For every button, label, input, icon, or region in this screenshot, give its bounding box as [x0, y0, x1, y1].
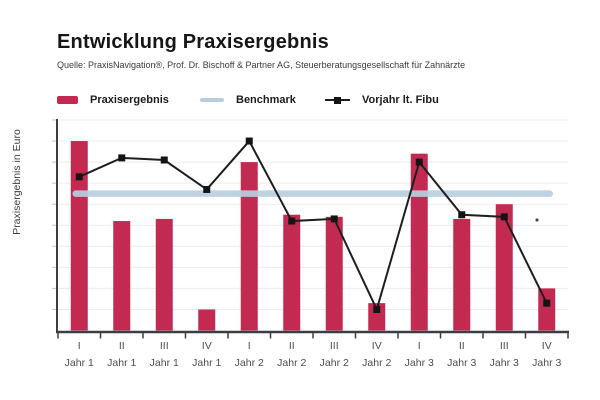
chart-title: Entwicklung Praxisergebnis — [57, 31, 329, 53]
vorjahr-marker — [458, 211, 466, 219]
bar — [283, 214, 301, 331]
x-label-year: Jahr 1 — [150, 357, 179, 369]
x-label-year: Jahr 3 — [532, 357, 561, 369]
legend-item-benchmark: Benchmark — [200, 92, 296, 108]
x-label-year: Jahr 2 — [362, 357, 391, 369]
legend-label-vorjahr: Vorjahr lt. Fibu — [362, 94, 439, 106]
vorjahr-marker — [543, 299, 551, 307]
legend-item-praxisergebnis: Praxisergebnis — [57, 92, 169, 108]
vorjahr-marker — [373, 305, 381, 313]
y-axis-title: Praxisergebnis in Euro — [11, 129, 23, 235]
x-label-quarter: IV — [542, 340, 552, 352]
vorjahr-marker — [118, 154, 126, 162]
vorjahr-marker — [75, 173, 83, 181]
vorjahr-marker — [203, 185, 211, 193]
vorjahr-marker — [245, 137, 253, 145]
x-label-quarter: III — [330, 340, 339, 352]
bar — [368, 303, 386, 331]
x-label-quarter: II — [119, 340, 125, 352]
x-label-quarter: III — [500, 340, 509, 352]
x-label-year: Jahr 1 — [107, 357, 136, 369]
x-label-quarter: IV — [372, 340, 382, 352]
x-label-quarter: IV — [202, 340, 212, 352]
x-label-quarter: III — [160, 340, 169, 352]
y-gridlines — [52, 119, 568, 310]
bar — [198, 309, 216, 331]
x-label-quarter: I — [78, 340, 81, 352]
bar — [453, 218, 471, 331]
x-label-year: Jahr 2 — [320, 357, 349, 369]
bar — [155, 218, 173, 331]
vorjahr-marker — [288, 217, 296, 225]
x-ticks — [57, 333, 569, 339]
legend-item-vorjahr: Vorjahr lt. Fibu — [325, 92, 439, 108]
x-label-year: Jahr 1 — [65, 357, 94, 369]
bar — [240, 162, 258, 331]
x-label-year: Jahr 3 — [447, 357, 476, 369]
vorjahr-marker — [500, 213, 508, 221]
artifact-dot — [535, 218, 539, 222]
benchmark-line-swatch-icon — [200, 98, 224, 102]
vorjahr-markers — [75, 137, 551, 313]
vorjahr-marker — [160, 156, 168, 164]
bar — [495, 204, 513, 331]
bar — [325, 216, 343, 331]
source-line: Quelle: PraxisNavigation®, Prof. Dr. Bis… — [57, 60, 466, 70]
x-label-year: Jahr 1 — [192, 357, 221, 369]
bars-group — [70, 141, 556, 331]
x-label-quarter: I — [418, 340, 421, 352]
x-label-quarter: II — [459, 340, 465, 352]
bar — [538, 288, 556, 331]
bar — [113, 221, 131, 331]
legend-label-praxisergebnis: Praxisergebnis — [90, 94, 169, 106]
bar — [410, 153, 428, 331]
x-label-year: Jahr 3 — [490, 357, 519, 369]
legend-label-benchmark: Benchmark — [236, 94, 296, 106]
x-label-year: Jahr 2 — [277, 357, 306, 369]
x-label-quarter: I — [248, 340, 251, 352]
bar-swatch-icon — [57, 96, 78, 104]
x-label-year: Jahr 2 — [235, 357, 264, 369]
vorjahr-marker — [415, 158, 423, 166]
chart-legend: Praxisergebnis Benchmark Vorjahr lt. Fib… — [0, 92, 600, 108]
x-label-quarter: II — [289, 340, 295, 352]
x-label-year: Jahr 3 — [405, 357, 434, 369]
bar — [70, 141, 88, 331]
vorjahr-marker — [330, 215, 338, 223]
line-square-swatch-icon — [325, 96, 350, 105]
vorjahr-line — [78, 139, 548, 313]
